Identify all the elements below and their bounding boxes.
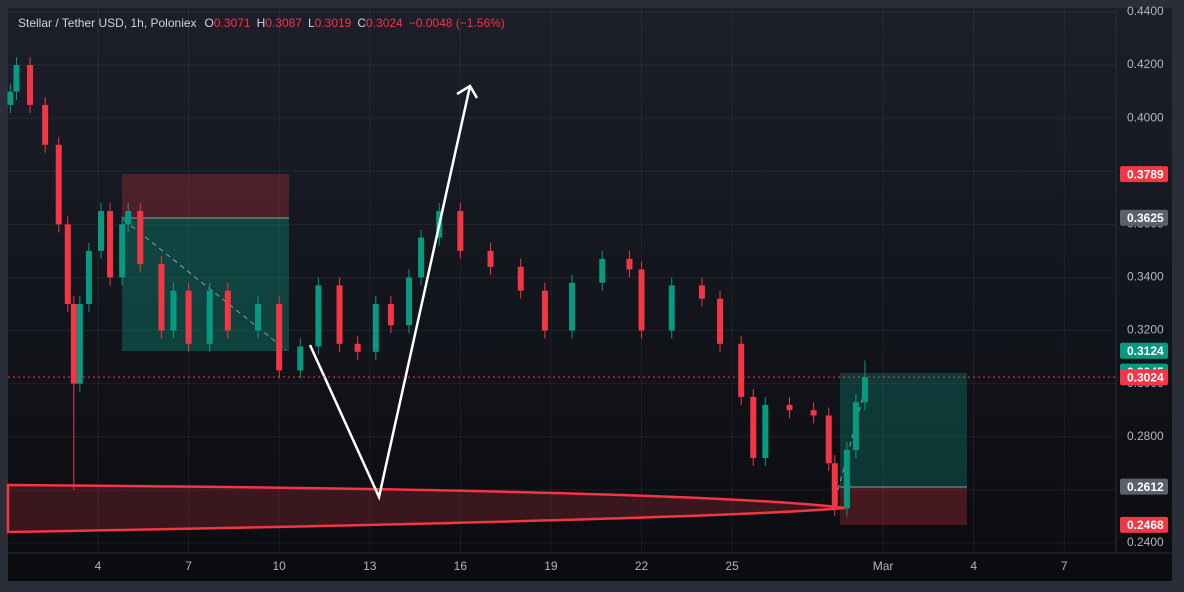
price-badge: [1120, 209, 1168, 226]
price-label: 0.3024: [1127, 370, 1164, 384]
candle-body: [387, 303, 394, 326]
ohlc-value: 0.3087: [265, 16, 302, 30]
candle-body: [137, 211, 144, 265]
x-tick-label: 13: [363, 559, 377, 573]
candle-body: [85, 250, 92, 304]
candle-body: [336, 285, 343, 344]
candle-body: [119, 224, 126, 278]
candle-body: [76, 303, 83, 384]
candle-body: [457, 211, 464, 251]
candle-body: [70, 303, 77, 384]
target-zone: [122, 218, 289, 351]
symbol: Stellar / Tether USD, 1h, Poloniex: [18, 16, 197, 30]
candle-body: [831, 463, 838, 509]
x-tick-label: 10: [272, 559, 286, 573]
candle-body: [762, 404, 769, 458]
stop-zone: [840, 487, 967, 525]
candle-body: [276, 303, 283, 371]
x-tick-label: 4: [95, 559, 102, 573]
target-zone: [840, 373, 967, 487]
x-tick-label: 19: [544, 559, 558, 573]
ohlc-value: 0.3019: [315, 16, 352, 30]
y-tick-label: 0.4000: [1127, 110, 1164, 124]
x-tick-label: 25: [725, 559, 739, 573]
ohlc-value: 0.3024: [366, 16, 403, 30]
x-tick-label: Mar: [873, 559, 894, 573]
candle-body: [825, 415, 832, 464]
candle-body: [517, 266, 524, 291]
projection-arrow: [308, 85, 472, 501]
price-badge: [1120, 478, 1168, 495]
candle-body: [125, 211, 132, 225]
candle-body: [372, 303, 379, 352]
price-badge: [1120, 516, 1168, 533]
ohlc-key: O: [205, 16, 214, 30]
price-label: 0.3124: [1127, 344, 1164, 358]
x-tick-label: 22: [635, 559, 649, 573]
candle-body: [750, 396, 757, 458]
candle-body: [843, 449, 850, 509]
candle-body: [569, 282, 576, 331]
candle-body: [541, 290, 548, 331]
candle-body: [738, 343, 745, 397]
candle-body: [638, 269, 645, 331]
candle-body: [224, 290, 231, 331]
ohlc-value: 0.3071: [214, 16, 251, 30]
candle-body: [158, 264, 165, 331]
candle-body: [42, 104, 49, 145]
candle-body: [7, 91, 14, 105]
x-tick-label: 16: [454, 559, 468, 573]
header: Stellar / Tether USD, 1h, Poloniex O0.307…: [18, 16, 505, 30]
stop-zone: [122, 174, 289, 218]
candle-body: [107, 211, 114, 278]
candle-body: [810, 410, 817, 416]
background: [8, 8, 1172, 581]
x-tick-label: 7: [185, 559, 192, 573]
candle-body: [668, 285, 675, 331]
candle-body: [406, 277, 413, 326]
ohlc-key: H: [257, 16, 266, 30]
price-label: 0.3625: [1127, 211, 1164, 225]
y-tick-label: 0.4200: [1127, 57, 1164, 71]
x-tick-label: 4: [970, 559, 977, 573]
ohlc-key: C: [357, 16, 366, 30]
candle-body: [55, 144, 62, 225]
candle-body: [786, 404, 793, 411]
candle-body: [418, 237, 425, 278]
candle-body: [170, 290, 177, 331]
x-tick-label: 7: [1061, 559, 1068, 573]
candle-body: [98, 211, 105, 251]
y-tick-label: 0.4400: [1127, 4, 1164, 18]
candle-body: [698, 285, 705, 299]
candle-body: [297, 346, 304, 371]
y-tick-label: 0.3400: [1127, 270, 1164, 284]
candle-body: [27, 65, 34, 105]
price-badge: [1120, 166, 1168, 183]
candle-body: [64, 224, 71, 304]
candle-body: [852, 402, 859, 450]
candle-body: [206, 290, 213, 344]
price-badge: [1120, 342, 1168, 359]
price-label: 0.2612: [1127, 480, 1164, 494]
candle-body: [354, 343, 361, 352]
change: −0.0048 (−1.56%): [409, 16, 505, 30]
arrow-head: [456, 84, 479, 99]
price-label: 0.3789: [1127, 167, 1164, 181]
ohlc-key: L: [308, 16, 315, 30]
y-tick-label: 0.3200: [1127, 323, 1164, 337]
candle-body: [626, 258, 633, 270]
candle-body: [315, 285, 322, 347]
candle-body: [599, 258, 606, 283]
candle-body: [861, 377, 868, 403]
price-label: 0.2468: [1127, 518, 1164, 532]
candle-body: [185, 290, 192, 344]
candle-body: [13, 65, 20, 92]
y-tick-label: 0.2400: [1127, 535, 1164, 549]
y-tick-label: 0.2800: [1127, 429, 1164, 443]
candle-body: [487, 250, 494, 267]
candle-body: [717, 298, 724, 344]
price-badge: [1120, 369, 1168, 386]
candle-body: [255, 303, 262, 331]
